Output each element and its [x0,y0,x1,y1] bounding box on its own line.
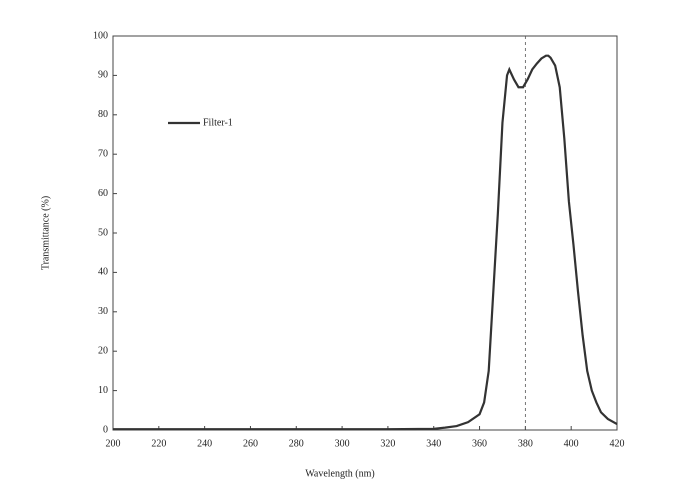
y-axis-title: Transmittance (%) [40,196,51,270]
x-tick-label: 360 [472,438,487,449]
y-tick-label: 10 [98,385,108,396]
x-tick-label: 320 [380,438,395,449]
x-tick-label: 380 [518,438,533,449]
legend-label: Filter-1 [203,117,233,128]
y-tick-label: 50 [98,227,108,238]
y-tick-label: 0 [103,424,108,435]
data-line [113,54,618,431]
y-tick-label: 90 [98,70,108,81]
y-tick-label: 40 [98,267,108,278]
x-tick-label: 420 [610,438,625,449]
y-tick-label: 60 [98,188,108,199]
x-tick-label: 280 [289,438,304,449]
y-tick-label: 30 [98,306,108,317]
x-tick-label: 400 [564,438,579,449]
x-tick-label: 300 [335,438,350,449]
x-tick-label: 340 [426,438,441,449]
y-tick-label: 20 [98,345,108,356]
x-axis-title: Wavelength (nm) [305,468,374,479]
x-tick-label: 200 [106,438,121,449]
plot-frame [112,35,618,431]
x-tick-label: 220 [151,438,166,449]
y-tick-label: 80 [98,109,108,120]
y-tick-label: 70 [98,148,108,159]
x-tick-label: 260 [243,438,258,449]
y-tick-label: 100 [93,30,108,41]
x-tick-label: 240 [197,438,212,449]
